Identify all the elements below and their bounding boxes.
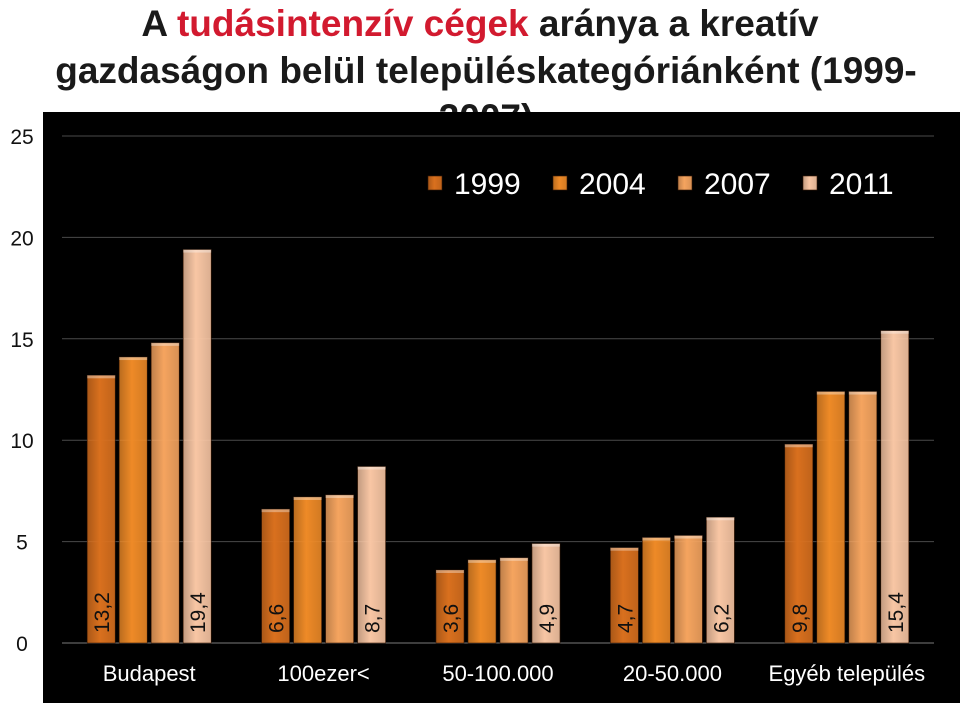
bar-20-50-000-2011: [706, 516, 735, 644]
bar-50-100-000-2011: [531, 543, 561, 644]
data-label: 15,4: [885, 592, 908, 633]
legend-label: 2011: [829, 168, 894, 201]
bar-highlight: [610, 547, 639, 551]
bar-budapest-1999: [86, 375, 116, 644]
bar-highlight: [357, 466, 386, 470]
bar-highlight: [642, 537, 671, 541]
legend-label: 1999: [454, 168, 521, 201]
y-tick-label: 5: [16, 532, 28, 555]
bar-highlight: [87, 375, 116, 379]
bar-highlight: [293, 496, 322, 500]
data-label: 4,7: [614, 604, 637, 633]
bar-100ezer-2007: [325, 494, 354, 644]
y-tick-label: 10: [10, 430, 33, 453]
data-label: 3,6: [440, 604, 463, 633]
chart-title-line-2: gazdaságon belül településkategóriánként…: [55, 50, 917, 91]
data-label: 19,4: [187, 592, 210, 633]
bar-highlight: [119, 357, 148, 361]
y-tick-label: 0: [16, 633, 28, 656]
bar-budapest-2007: [150, 342, 180, 644]
bar-highlight: [436, 569, 464, 573]
bar-highlight: [500, 557, 528, 561]
category-label: Budapest: [103, 661, 196, 686]
bar-highlight: [261, 509, 290, 513]
bar-egy-b-telep-l-s-2007: [848, 391, 878, 644]
bar-highlight: [183, 249, 212, 253]
bar-20-50-000-2007: [674, 535, 703, 644]
legend-swatch: [552, 175, 568, 191]
bar-highlight: [532, 543, 560, 547]
bar-highlight: [468, 559, 496, 563]
bar-20-50-000-2004: [642, 537, 671, 644]
data-label: 4,9: [536, 604, 559, 633]
chart-title-highlight: tudásintenzív cégek: [176, 3, 529, 44]
y-tick-label: 15: [10, 329, 33, 352]
bar-egy-b-telep-l-s-2004: [816, 391, 846, 644]
category-label: Egyéb település: [769, 661, 926, 686]
legend-swatch: [427, 175, 443, 191]
data-label: 6,2: [710, 604, 733, 633]
data-label: 9,8: [789, 604, 812, 633]
bar-50-100-000-2007: [499, 557, 529, 644]
bar-budapest-2011: [182, 249, 212, 644]
bar-highlight: [816, 391, 845, 395]
bar-50-100-000-1999: [435, 569, 465, 644]
chart-title-part-3: aránya a kreatív: [528, 3, 819, 44]
legend-label: 2004: [579, 168, 646, 201]
bar-egy-b-telep-l-s-2011: [880, 330, 910, 644]
bar-highlight: [848, 391, 877, 395]
bar-highlight: [151, 342, 180, 346]
bar-100ezer-2011: [357, 466, 386, 644]
data-label: 8,7: [362, 604, 385, 633]
chart-title-part-1: A: [141, 3, 177, 44]
y-tick-label: 25: [10, 126, 33, 149]
category-label: 50-100.000: [442, 661, 553, 686]
bar-highlight: [674, 535, 703, 539]
bar-50-100-000-2004: [467, 559, 497, 644]
bar-100ezer-2004: [293, 496, 322, 644]
bar-highlight: [706, 517, 735, 521]
y-tick-label: 20: [10, 227, 33, 250]
legend-swatch: [802, 175, 818, 191]
category-label: 100ezer<: [277, 661, 369, 686]
category-label: 20-50.000: [623, 661, 722, 686]
bar-20-50-000-1999: [610, 547, 639, 644]
bar-highlight: [784, 444, 813, 448]
legend-swatch: [677, 175, 693, 191]
data-label: 6,6: [266, 604, 289, 633]
legend-label: 2007: [704, 168, 771, 201]
bar-egy-b-telep-l-s-1999: [784, 443, 814, 644]
bar-100ezer-1999: [261, 508, 290, 644]
bar-highlight: [880, 330, 909, 334]
bar-budapest-2004: [118, 356, 148, 644]
bar-highlight: [325, 494, 354, 498]
data-label: 13,2: [91, 592, 114, 633]
